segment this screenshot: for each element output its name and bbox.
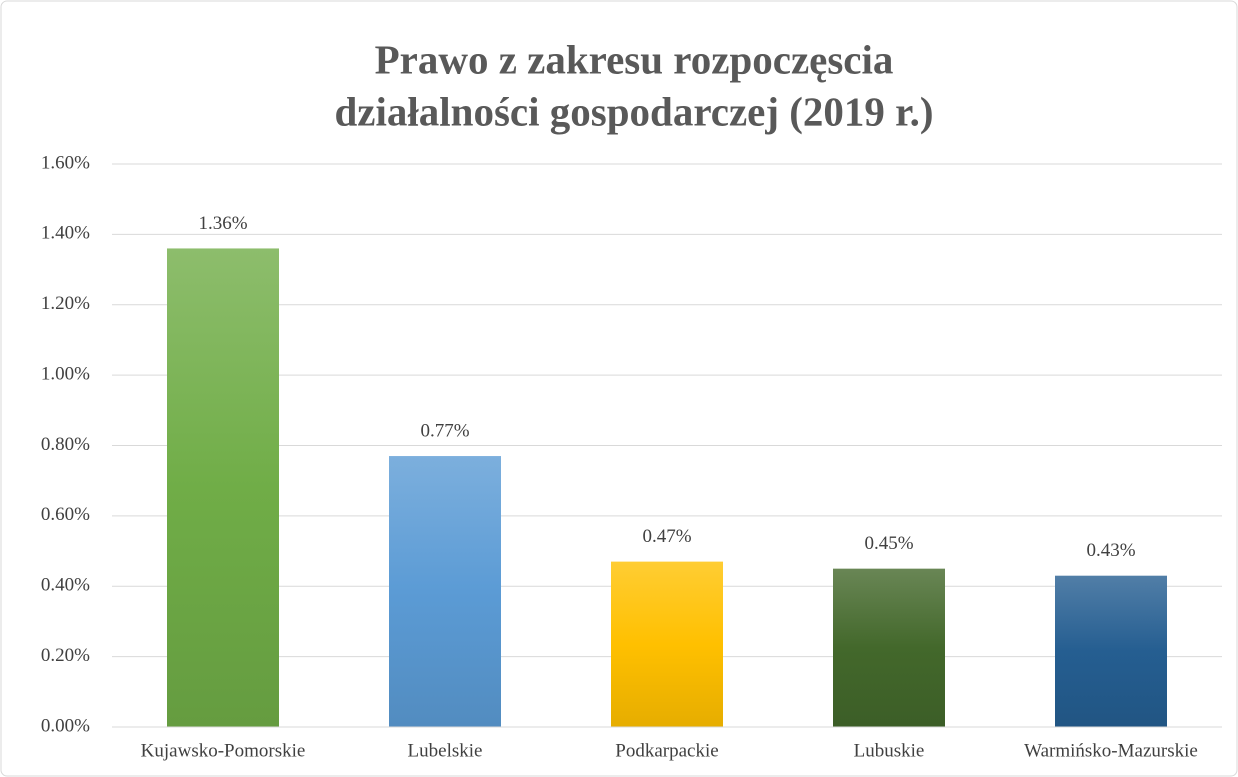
bar xyxy=(1055,575,1167,727)
x-tick-label: Kujawsko-Pomorskie xyxy=(141,740,306,761)
data-label: 0.77% xyxy=(420,420,469,441)
y-tick-label: 0.60% xyxy=(41,504,90,525)
y-tick-label: 0.00% xyxy=(41,715,90,736)
y-tick-label: 0.40% xyxy=(41,575,90,596)
bar xyxy=(389,456,501,727)
data-label: 1.36% xyxy=(198,213,247,234)
y-tick-label: 1.00% xyxy=(41,363,90,384)
chart-title: Prawo z zakresu rozpoczęscia xyxy=(375,36,894,82)
data-label: 0.43% xyxy=(1086,540,1135,561)
bar xyxy=(611,561,723,727)
y-tick-label: 1.20% xyxy=(41,293,90,314)
x-tick-label: Podkarpackie xyxy=(615,740,718,761)
x-tick-label: Warmińsko-Mazurskie xyxy=(1024,740,1198,761)
y-tick-label: 1.40% xyxy=(41,223,90,244)
chart-title: działalności gospodarczej (2019 r.) xyxy=(334,88,933,134)
bar xyxy=(167,248,279,727)
y-tick-label: 0.80% xyxy=(41,434,90,455)
x-tick-label: Lubelskie xyxy=(408,740,483,761)
y-tick-label: 0.20% xyxy=(41,645,90,666)
data-label: 0.47% xyxy=(642,526,691,547)
y-tick-label: 1.60% xyxy=(41,152,90,173)
x-tick-label: Lubuskie xyxy=(854,740,925,761)
bar xyxy=(833,568,945,727)
data-label: 0.45% xyxy=(864,533,913,554)
